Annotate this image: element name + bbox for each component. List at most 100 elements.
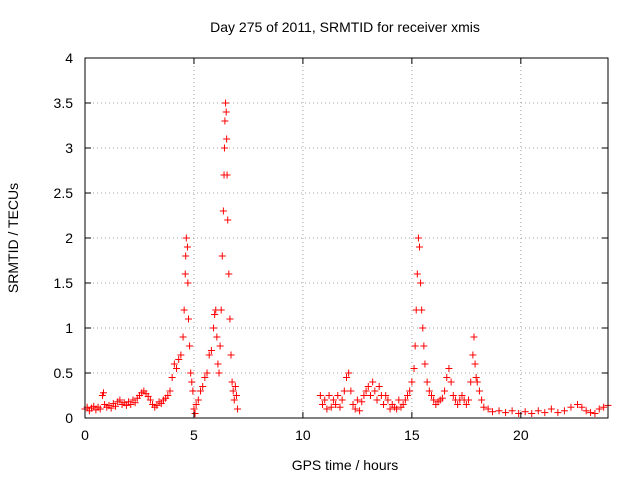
y-tick-label: 2.5 (54, 185, 74, 201)
data-point (447, 378, 455, 386)
data-point (472, 374, 480, 381)
data-point (502, 409, 510, 417)
data-point (232, 392, 240, 399)
data-point (413, 270, 421, 278)
data-point (221, 117, 229, 125)
data-point (218, 252, 226, 260)
data-point (469, 351, 477, 359)
data-point (321, 396, 329, 404)
data-point (358, 398, 366, 406)
data-point (423, 378, 431, 386)
data-point (194, 396, 202, 404)
data-point (465, 396, 473, 404)
data-point (222, 99, 230, 107)
data-point (334, 392, 342, 399)
data-point (185, 315, 193, 323)
x-tick-label: 20 (513, 427, 529, 443)
data-point (462, 401, 470, 408)
data-point (534, 407, 542, 415)
data-point (116, 396, 124, 404)
y-tick-label: 1.5 (54, 275, 74, 291)
data-point (227, 351, 235, 359)
data-point (340, 387, 348, 395)
x-tick-label: 15 (404, 427, 420, 443)
data-point (199, 383, 207, 390)
data-point (438, 394, 446, 402)
data-point (325, 392, 333, 399)
data-point (471, 360, 479, 368)
data-point (401, 396, 409, 404)
data-point (600, 403, 608, 411)
data-point (473, 378, 481, 386)
data-point (182, 252, 190, 260)
data-point (164, 392, 172, 399)
x-axis-label: GPS time / hours (292, 457, 399, 473)
data-point (214, 360, 222, 368)
data-point (467, 378, 475, 386)
data-point (332, 401, 340, 408)
data-point (122, 401, 130, 409)
data-point (349, 401, 357, 408)
data-point (223, 171, 231, 179)
data-point (211, 311, 219, 318)
data-point (223, 135, 231, 143)
data-point (231, 383, 239, 390)
data-point (541, 409, 549, 417)
x-tick-label: 10 (295, 427, 311, 443)
data-point (170, 360, 178, 368)
data-point (380, 401, 388, 408)
data-point (587, 409, 595, 417)
data-point (196, 387, 204, 395)
data-point (366, 392, 374, 399)
data-point (188, 378, 196, 386)
data-point (521, 408, 529, 416)
data-point (430, 396, 438, 404)
y-tick-label: 2 (65, 230, 73, 246)
data-point (220, 144, 228, 152)
data-point (191, 410, 199, 417)
data-point (582, 407, 590, 415)
data-point (345, 369, 353, 377)
data-point (360, 392, 368, 399)
tick-layer: 0 0.5 1 1.5 2 2.5 3 3.5 4 0 5 10 15 20 (54, 50, 608, 443)
data-point (184, 279, 192, 287)
data-point (219, 207, 227, 215)
data-point (567, 403, 575, 411)
data-point (404, 392, 412, 399)
data-point (591, 410, 599, 417)
data-point (189, 387, 197, 395)
data-point (215, 369, 223, 377)
data-point (336, 403, 344, 411)
data-point (371, 387, 379, 395)
data-point (228, 378, 236, 386)
data-point (107, 404, 115, 412)
data-point (179, 333, 187, 341)
data-point (393, 405, 401, 413)
data-point (323, 405, 331, 413)
y-tick-label: 3 (65, 140, 73, 156)
data-point (186, 342, 194, 350)
data-point (144, 392, 152, 400)
data-points (81, 99, 612, 417)
data-point (364, 383, 372, 390)
data-point (418, 306, 426, 314)
data-point (157, 400, 165, 408)
data-point (347, 387, 355, 395)
data-point (373, 396, 381, 404)
data-point (454, 401, 462, 408)
data-point (417, 279, 425, 287)
data-point (112, 402, 120, 410)
data-point (351, 405, 359, 413)
data-point (338, 396, 346, 404)
data-point (222, 108, 230, 116)
data-point (327, 403, 335, 411)
data-point (458, 392, 466, 399)
data-point (203, 369, 211, 377)
data-point (343, 374, 350, 381)
data-point (384, 396, 392, 404)
data-point (416, 243, 424, 251)
data-point (386, 405, 394, 413)
data-point (224, 216, 232, 224)
data-point (230, 396, 238, 404)
